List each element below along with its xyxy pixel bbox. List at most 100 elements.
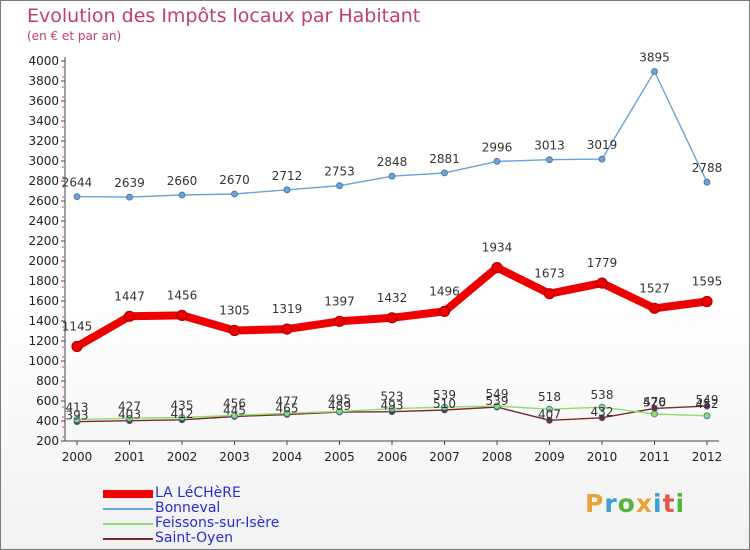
y-tick-label: 400 xyxy=(36,414,59,428)
data-label: 456 xyxy=(223,396,246,410)
data-label: 1673 xyxy=(534,267,565,281)
data-point xyxy=(388,405,396,413)
data-label: 1779 xyxy=(587,256,618,270)
data-label: 407 xyxy=(538,407,561,421)
data-label: 435 xyxy=(171,399,194,413)
legend-label-bonneval: Bonneval xyxy=(155,500,221,516)
data-label: 393 xyxy=(66,409,89,423)
x-tick-label: 2012 xyxy=(692,450,723,464)
data-point xyxy=(491,262,503,274)
data-label: 465 xyxy=(276,402,299,416)
data-label: 1319 xyxy=(272,302,303,316)
data-label: 510 xyxy=(433,397,456,411)
y-tick-label: 1400 xyxy=(28,314,59,328)
data-point xyxy=(178,191,186,199)
data-point xyxy=(596,277,608,289)
x-tick-label: 2007 xyxy=(429,450,460,464)
data-label: 3895 xyxy=(639,51,670,65)
y-tick-label: 3600 xyxy=(28,94,59,108)
y-tick-label: 600 xyxy=(36,394,59,408)
data-label: 2660 xyxy=(167,174,198,188)
legend-swatch-la-lechere xyxy=(103,490,153,498)
data-label: 493 xyxy=(381,399,404,413)
data-label: 2712 xyxy=(272,169,303,183)
data-point xyxy=(386,312,398,324)
data-label: 538 xyxy=(591,388,614,402)
data-point xyxy=(546,156,553,164)
logo-letter: o xyxy=(617,489,636,518)
data-point xyxy=(228,324,241,337)
data-label: 1595 xyxy=(692,275,723,289)
data-point xyxy=(178,414,186,421)
data-point xyxy=(123,310,136,322)
y-tick-label: 2800 xyxy=(28,174,59,188)
data-label: 1145 xyxy=(62,320,93,334)
logo-letter: r xyxy=(604,489,618,518)
x-tick-label: 2010 xyxy=(587,450,618,464)
data-label: 2639 xyxy=(114,176,145,190)
data-label: 1432 xyxy=(377,291,408,305)
y-tick-label: 1600 xyxy=(28,294,59,308)
data-label: 412 xyxy=(171,407,194,421)
chart-subtitle: (en € et par an) xyxy=(27,29,122,43)
data-point xyxy=(336,408,343,415)
y-tick-label: 1000 xyxy=(28,354,59,368)
data-label: 518 xyxy=(538,390,561,404)
y-tick-label: 3400 xyxy=(28,114,59,128)
y-tick-label: 2400 xyxy=(28,214,59,228)
x-tick-label: 2005 xyxy=(324,450,355,464)
data-label: 427 xyxy=(118,399,141,413)
data-label: 445 xyxy=(223,404,246,418)
data-point xyxy=(281,323,293,335)
x-tick-label: 2009 xyxy=(534,450,565,464)
data-label: 452 xyxy=(696,397,719,411)
data-point xyxy=(336,182,343,190)
data-point xyxy=(73,193,81,201)
data-point xyxy=(441,169,448,177)
data-point xyxy=(438,305,451,317)
x-tick-label: 2006 xyxy=(377,450,408,464)
data-point xyxy=(441,403,448,411)
data-point xyxy=(283,186,291,194)
y-tick-label: 2200 xyxy=(28,234,59,248)
data-label: 2753 xyxy=(324,165,355,179)
data-label: 2881 xyxy=(429,152,460,166)
logo-letter: t xyxy=(662,489,676,518)
data-point xyxy=(126,193,133,201)
data-point xyxy=(388,172,396,180)
data-label: 1527 xyxy=(639,281,670,295)
legend-label-la-lechere: LA LéCHèRE xyxy=(155,485,241,501)
y-tick-label: 4000 xyxy=(28,54,59,68)
legend-swatch-saint-oyen xyxy=(103,538,153,540)
data-label: 470 xyxy=(643,395,666,409)
data-point xyxy=(543,288,556,300)
data-point xyxy=(648,302,661,314)
x-tick-label: 2001 xyxy=(114,450,145,464)
data-label: 403 xyxy=(118,408,141,422)
data-label: 2848 xyxy=(377,155,408,169)
data-point xyxy=(651,410,658,418)
data-point xyxy=(231,190,238,198)
data-label: 477 xyxy=(276,394,299,408)
x-tick-label: 2003 xyxy=(219,450,250,464)
data-label: 413 xyxy=(66,401,89,415)
data-label: 2644 xyxy=(62,176,93,190)
data-label: 495 xyxy=(328,393,351,407)
y-tick-label: 2600 xyxy=(28,194,59,208)
x-tick-label: 2004 xyxy=(272,450,303,464)
logo-letter: x xyxy=(635,489,653,518)
data-label: 1456 xyxy=(167,288,198,302)
y-tick-label: 3200 xyxy=(28,134,59,148)
data-point xyxy=(493,157,501,165)
x-tick-label: 2002 xyxy=(167,450,198,464)
y-tick-label: 3800 xyxy=(28,74,59,88)
data-label: 2788 xyxy=(692,161,723,175)
x-tick-label: 2000 xyxy=(62,450,93,464)
data-label: 1496 xyxy=(429,284,460,298)
proxiti-logo: Proxiti xyxy=(585,489,685,518)
data-point xyxy=(651,68,658,75)
data-label: 1447 xyxy=(114,289,145,303)
data-point xyxy=(493,402,501,410)
